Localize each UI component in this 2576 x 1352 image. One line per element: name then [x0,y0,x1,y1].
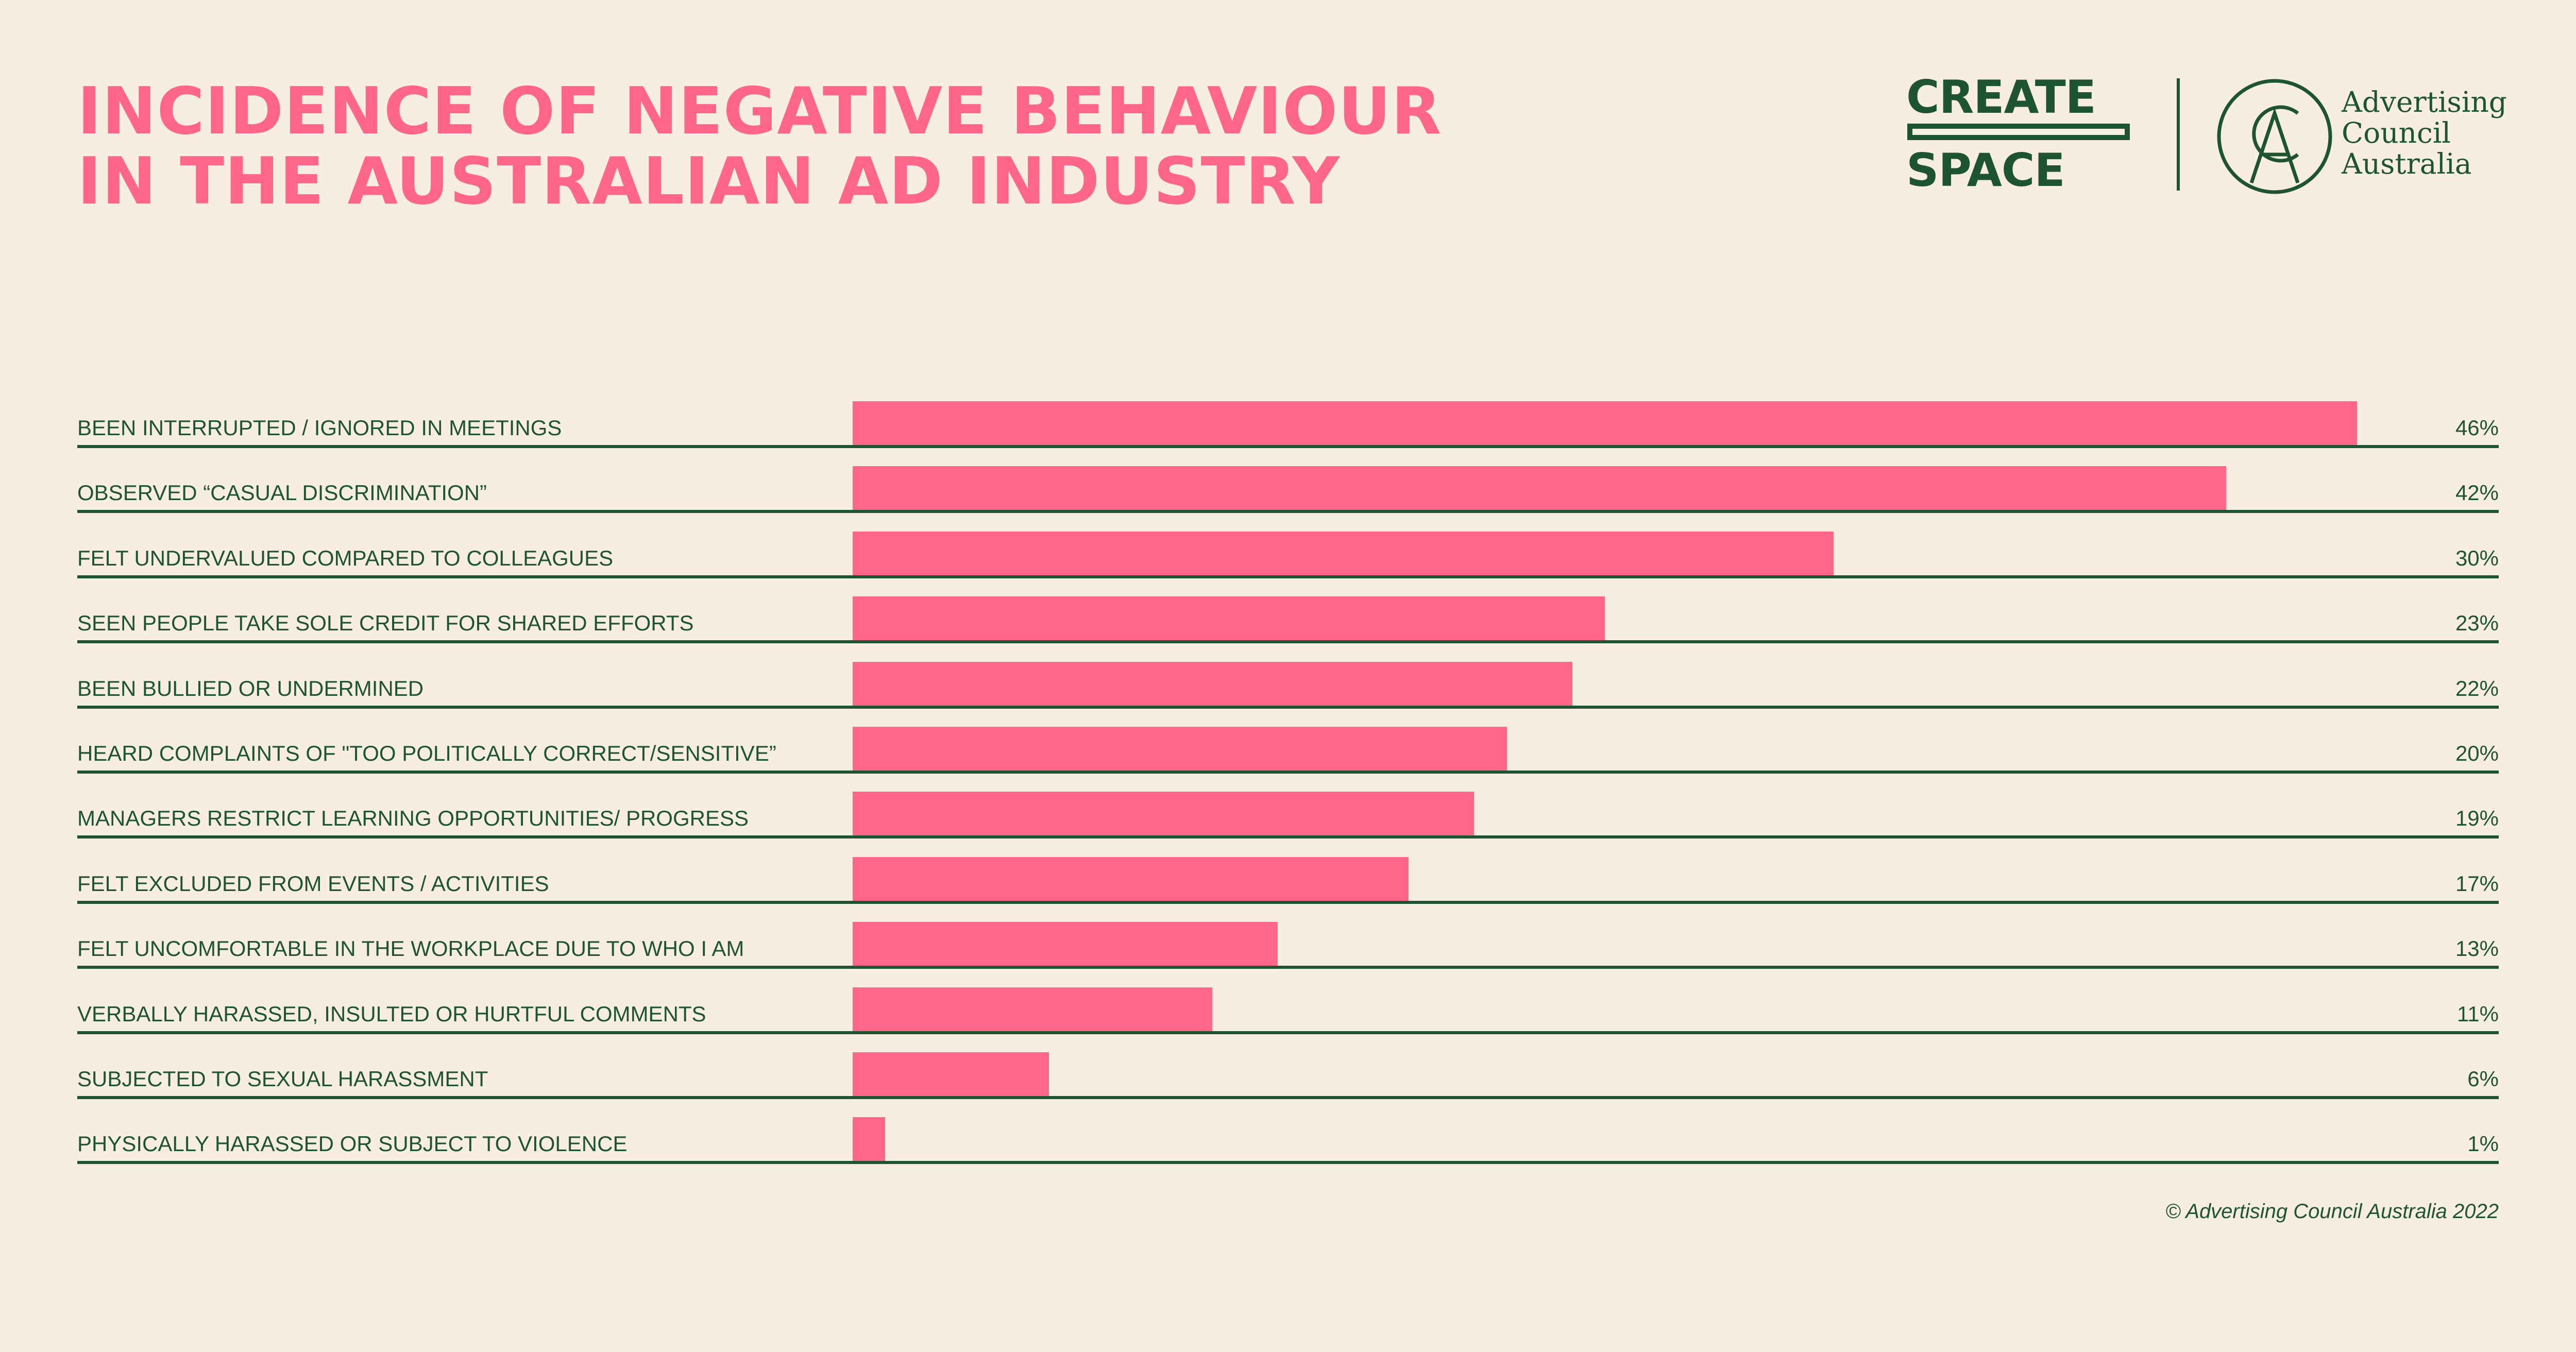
row-divider [77,835,2499,838]
value-label: 22% [2455,676,2499,700]
create-space-logo-top: CREATE [1906,71,2096,124]
category-label: FELT UNCOMFORTABLE IN THE WORKPLACE DUE … [77,936,744,961]
acl-logo-line2: Council [2342,116,2451,149]
value-label: 23% [2455,611,2499,635]
row-divider [77,706,2499,709]
value-label: 11% [2457,1002,2499,1026]
create-space-logo: CREATE SPACE [1906,75,2138,193]
category-label: SUBJECTED TO SEXUAL HARASSMENT [77,1067,488,1091]
category-label: OBSERVED “CASUAL DISCRIMINATION” [77,481,487,505]
chart-title-line2: IN THE AUSTRALIAN AD INDUSTRY [77,143,1340,219]
value-label: 46% [2455,416,2499,440]
chart-title: INCIDENCE OF NEGATIVE BEHAVIOUR IN THE A… [77,76,1442,216]
row-divider [77,445,2499,448]
value-label: 13% [2455,936,2499,961]
value-label: 1% [2467,1132,2499,1156]
row-divider [77,771,2499,774]
bar [853,532,1834,575]
value-label: 6% [2467,1067,2499,1091]
acl-logo-line1: Advertising [2342,85,2507,118]
row-divider [77,966,2499,969]
row-divider [77,1096,2499,1099]
value-label: 42% [2455,481,2499,505]
row-divider [77,575,2499,578]
category-label: MANAGERS RESTRICT LEARNING OPPORTUNITIES… [77,806,749,830]
bar [853,792,1474,835]
bar [853,1052,1049,1096]
value-label: 17% [2455,871,2499,896]
create-space-logo-bottom: SPACE [1906,144,2065,197]
bar [853,857,1409,901]
category-label: BEEN BULLIED OR UNDERMINED [77,676,424,700]
value-label: 19% [2455,806,2499,830]
row-divider [77,1161,2499,1164]
acl-emblem-icon [2217,79,2332,194]
row-divider [77,510,2499,513]
row-divider [77,1031,2499,1034]
category-label: BEEN INTERRUPTED / IGNORED IN MEETINGS [77,416,562,440]
value-label: 30% [2455,546,2499,570]
create-space-logo-bar [1907,124,2130,140]
bar [853,727,1507,771]
row-divider [77,640,2499,643]
category-label: HEARD COMPLAINTS OF "TOO POLITICALLY COR… [77,741,776,765]
category-label: PHYSICALLY HARASSED OR SUBJECT TO VIOLEN… [77,1132,628,1156]
copyright-footer: © Advertising Council Australia 2022 [2165,1200,2499,1223]
value-label: 20% [2455,741,2499,765]
category-label: SEEN PEOPLE TAKE SOLE CREDIT FOR SHARED … [77,611,694,635]
bar [853,987,1212,1031]
acl-logo-line3: Australia [2342,147,2472,180]
bar [853,662,1572,706]
category-label: FELT EXCLUDED FROM EVENTS / ACTIVITIES [77,871,549,896]
bar [853,922,1278,966]
category-label: FELT UNDERVALUED COMPARED TO COLLEAGUES [77,546,614,570]
bar [853,1117,885,1161]
bar [853,466,2226,510]
bar [853,596,1605,640]
acl-logo-text: Advertising Council Australia [2342,87,2507,179]
row-divider [77,901,2499,904]
category-label: VERBALLY HARASSED, INSULTED OR HURTFUL C… [77,1002,706,1026]
logo-divider [2177,78,2180,191]
chart-title-line1: INCIDENCE OF NEGATIVE BEHAVIOUR [77,73,1442,149]
bar [853,401,2357,445]
